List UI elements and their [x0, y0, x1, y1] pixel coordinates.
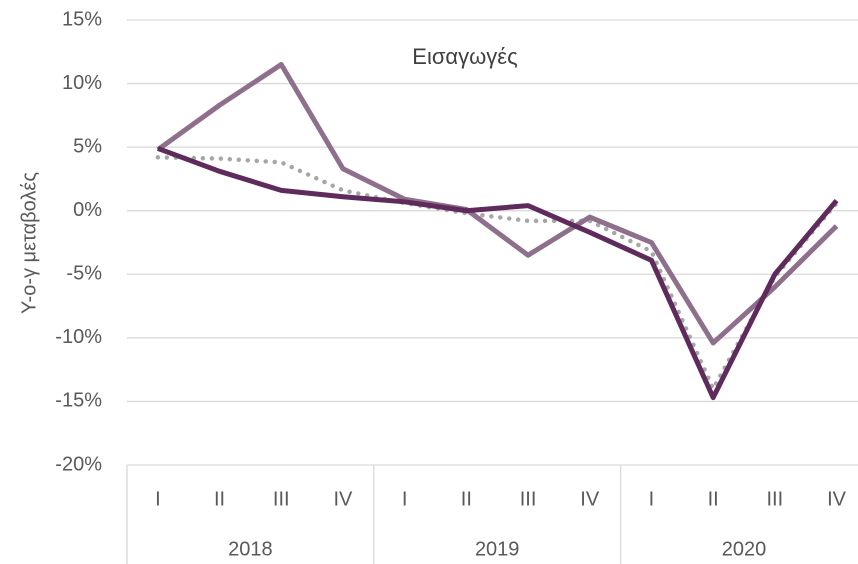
series-line: [156, 146, 839, 401]
x-tick-label: II: [214, 488, 225, 510]
x-tick-label: IV: [333, 488, 353, 510]
y-tick-label: -15%: [55, 390, 102, 412]
x-tick-label: I: [649, 488, 655, 510]
y-tick-label: 10%: [62, 72, 102, 94]
x-tick-label: III: [273, 488, 290, 510]
y-axis-label: Υ-ο-γ μεταβολές: [18, 172, 40, 314]
y-tick-label: -20%: [55, 453, 102, 475]
y-tick-label: -5%: [66, 263, 102, 285]
y-tick-label: 5%: [73, 135, 102, 157]
x-tick-label: I: [402, 488, 408, 510]
x-tick-label: III: [767, 488, 784, 510]
y-tick-label: 15%: [62, 8, 102, 30]
x-tick-label: II: [708, 488, 719, 510]
y-tick-label: -10%: [55, 326, 102, 348]
x-group-label: 2020: [722, 538, 767, 560]
x-group-label: 2018: [228, 538, 273, 560]
x-tick-label: IV: [827, 488, 847, 510]
chart-title: Εισαγωγές: [412, 44, 517, 69]
y-tick-label: 0%: [73, 199, 102, 221]
x-tick-label: II: [461, 488, 472, 510]
x-tick-label: IV: [580, 488, 600, 510]
x-group-label: 2019: [475, 538, 520, 560]
x-tick-label: I: [155, 488, 161, 510]
series-line: [156, 62, 839, 346]
x-tick-label: III: [520, 488, 537, 510]
